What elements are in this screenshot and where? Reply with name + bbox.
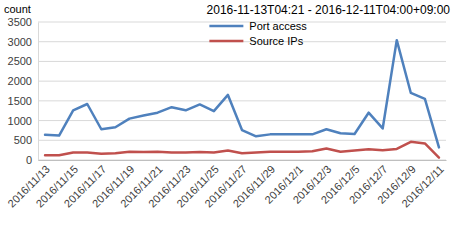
x-tick-label: 2016/12/11 — [399, 163, 446, 210]
legend: Port access Source IPs — [209, 20, 307, 47]
legend-swatch — [209, 40, 243, 43]
grid-line — [38, 140, 446, 141]
grid-line — [38, 61, 446, 62]
grid-line — [38, 22, 446, 23]
y-tick: 0 — [26, 154, 38, 166]
y-tick: 500 — [14, 134, 38, 146]
y-tick-label: 3500 — [8, 16, 32, 28]
y-tick: 3500 — [8, 16, 38, 28]
y-tick: 2500 — [8, 55, 38, 67]
legend-swatch — [209, 25, 243, 28]
chart: 0 500 1000 1500 2000 2500 3000 3500 2016/11/1320… — [0, 0, 454, 227]
y-tick-label: 500 — [14, 134, 32, 146]
series-lines — [45, 40, 439, 157]
series-line — [45, 40, 439, 147]
y-tick: 2000 — [8, 75, 38, 87]
y-axis-line — [38, 23, 39, 161]
y-tick: 3000 — [8, 36, 38, 48]
grid-line — [38, 100, 446, 101]
legend-label: Port access — [249, 20, 307, 32]
grid — [38, 22, 446, 160]
grid-line — [38, 160, 446, 161]
y-tick-label: 2500 — [8, 55, 32, 67]
x-tick: 2016/12/11 — [399, 160, 446, 210]
x-axis: 2016/11/132016/11/152016/11/172016/11/19… — [5, 160, 446, 210]
y-axis: 0 500 1000 1500 2000 2500 3000 3500 — [8, 16, 39, 166]
legend-item: Port access — [209, 20, 307, 32]
y-tick-label: 3000 — [8, 36, 32, 48]
series-line — [45, 142, 439, 158]
y-tick: 1500 — [8, 95, 38, 107]
y-tick-label: 2000 — [8, 75, 32, 87]
grid-line — [38, 81, 446, 82]
y-tick-label: 1500 — [8, 95, 32, 107]
legend-item: Source IPs — [209, 35, 303, 47]
legend-label: Source IPs — [249, 35, 303, 47]
y-tick-label: 0 — [26, 154, 32, 166]
y-tick: 1000 — [8, 115, 38, 127]
chart-title: 2016-11-13T04:21 - 2016-12-11T04:00+09:0… — [207, 3, 451, 17]
y-tick-label: 1000 — [8, 115, 32, 127]
grid-line — [38, 41, 446, 42]
y-axis-title: count — [4, 3, 31, 15]
plot-area: 0 500 1000 1500 2000 2500 3000 3500 2016/11/1320… — [5, 16, 446, 210]
x-axis-line — [39, 160, 447, 161]
